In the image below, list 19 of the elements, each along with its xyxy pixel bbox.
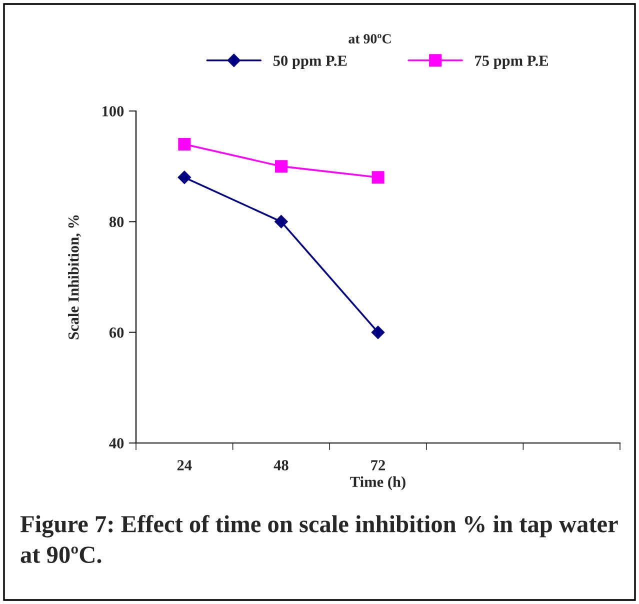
x-tick-label: 72 [371, 460, 385, 470]
point [274, 215, 288, 228]
point [274, 160, 288, 173]
y-tick-label: 60 [109, 327, 124, 338]
y-tick-label: 40 [109, 438, 124, 448]
point [178, 170, 191, 184]
x-axis-title: Time (h) [350, 476, 406, 490]
y-axis-title: Scale Inhibition, % [68, 215, 81, 340]
y-tick-label: 100 [102, 106, 124, 116]
point [372, 171, 384, 184]
legend-label: 75 ppm P.E [475, 56, 548, 69]
point [371, 326, 385, 339]
legend-label: 50 ppm P.E [273, 56, 347, 69]
x-tick-label: 24 [177, 460, 192, 470]
caption: Figure 7: Effect of time on scale inhibition % in tap water at 90ºC. [20, 515, 618, 564]
y-tick-label: 80 [109, 216, 124, 228]
chart-title: at 90ºC [348, 34, 391, 44]
point [178, 138, 191, 150]
x-tick-label: 48 [274, 460, 288, 470]
